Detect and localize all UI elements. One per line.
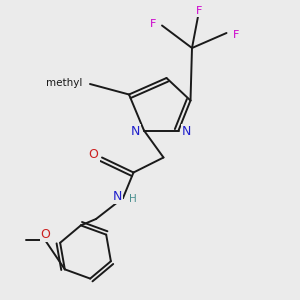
Text: N: N xyxy=(182,124,192,138)
Text: N: N xyxy=(113,190,122,203)
Text: O: O xyxy=(41,227,50,241)
Text: F: F xyxy=(150,19,156,29)
Text: O: O xyxy=(89,148,98,161)
Text: N: N xyxy=(131,124,140,138)
Text: F: F xyxy=(196,6,203,16)
Text: H: H xyxy=(129,194,137,205)
Text: methyl: methyl xyxy=(46,78,82,88)
Text: F: F xyxy=(233,29,239,40)
